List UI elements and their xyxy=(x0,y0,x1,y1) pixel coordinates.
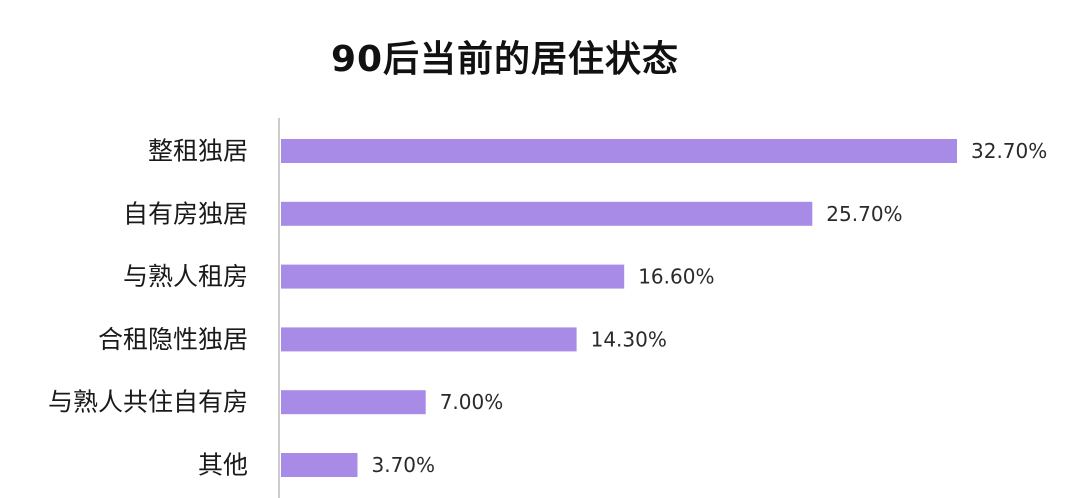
bar-1 xyxy=(281,201,813,226)
value-label-2: 16.60% xyxy=(638,265,714,289)
bar-0 xyxy=(281,139,957,163)
chart-title: 90后当前的居住状态 xyxy=(330,39,680,80)
bar-2 xyxy=(281,264,625,289)
value-label-5: 3.70% xyxy=(372,453,436,477)
bar-4 xyxy=(281,390,426,415)
value-label-0: 32.70% xyxy=(971,139,1047,163)
bar-5 xyxy=(281,453,358,477)
category-label-2: 与熟人租房 xyxy=(123,262,248,291)
bar-3 xyxy=(281,327,577,352)
category-label-4: 与熟人共住自有房 xyxy=(48,388,248,417)
category-label-1: 自有房独居 xyxy=(123,199,248,228)
category-label-3: 合租隐性独居 xyxy=(98,325,248,354)
category-label-5: 其他 xyxy=(198,451,248,480)
value-label-4: 7.00% xyxy=(440,390,504,414)
value-label-3: 14.30% xyxy=(591,327,667,351)
bars-layer: 整租独居 32.70% 自有房独居 25.70% 与熟人租房 16.60% 合租隐性独居 14… xyxy=(48,137,1047,480)
category-label-0: 整租独居 xyxy=(148,137,248,166)
value-label-1: 25.70% xyxy=(826,202,902,226)
